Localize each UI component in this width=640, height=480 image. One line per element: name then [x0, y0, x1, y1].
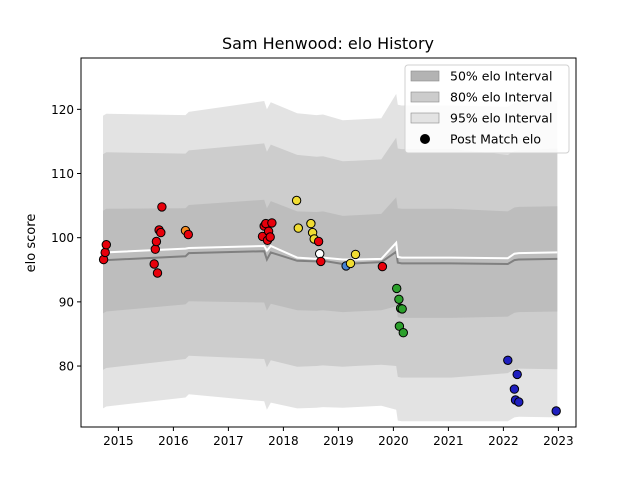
post-match-elo-point [313, 236, 324, 247]
post-match-elo-point [150, 244, 161, 254]
post-match-elo-point [398, 328, 408, 338]
post-match-elo-point [156, 227, 166, 238]
y-tick-label: 110 [51, 167, 74, 181]
x-tick-label: 2015 [103, 434, 134, 448]
x-tick-label: 2016 [158, 434, 189, 448]
post-match-elo-point [183, 229, 194, 240]
post-match-elo-point [149, 259, 159, 269]
legend-label: 80% elo Interval [450, 90, 552, 105]
post-match-elo-point [514, 397, 524, 407]
y-tick-label: 120 [51, 103, 74, 117]
y-tick-label: 80 [59, 360, 74, 374]
legend-marker [420, 134, 430, 144]
post-match-elo-point [151, 236, 162, 247]
x-tick-label: 2020 [378, 434, 409, 448]
post-match-elo-point [100, 247, 110, 258]
plot-frame [80, 57, 577, 428]
legend-box [404, 64, 570, 154]
plot-area [98, 93, 561, 422]
plot-content [98, 93, 561, 422]
legend-label: Post Match elo [450, 132, 541, 147]
legend: 50% elo Interval 80% elo Interval 95% elo … [404, 64, 570, 154]
post-match-elo-point [306, 218, 316, 229]
post-match-elo-point [101, 240, 112, 250]
legend-label: 95% elo Interval [450, 111, 552, 126]
x-tick-label: 2021 [433, 434, 464, 448]
x-tick-label: 2018 [268, 434, 299, 448]
post-match-elo-point [551, 406, 561, 416]
y-axis-label: elo score [24, 214, 39, 273]
post-match-elo-point [345, 258, 356, 269]
post-match-elo-point [316, 256, 326, 267]
post-match-elo-point [267, 218, 277, 228]
post-match-elo-point [397, 304, 407, 314]
y-tick-label: 100 [51, 231, 74, 245]
x-tick-label: 2019 [323, 434, 354, 448]
y-tick-label: 90 [59, 295, 74, 309]
post-match-elo-point [509, 384, 520, 394]
post-match-elo-point [152, 268, 163, 278]
post-match-elo-point [265, 232, 275, 242]
post-match-elo-point [503, 355, 513, 365]
post-match-elo-point [512, 369, 522, 380]
legend-swatch [410, 91, 440, 103]
chart-title: Sam Henwood: elo History [222, 34, 434, 53]
expected-elo-line [102, 240, 558, 261]
post-match-elo-point [350, 249, 361, 260]
x-tick-label: 2017 [213, 434, 244, 448]
post-match-elo-point [157, 202, 167, 212]
axes: 2015 2016 2017 2018 2019 2020 2021 2022 2023 80 90… [51, 103, 574, 448]
post-match-elo-point [315, 249, 325, 259]
legend-swatch [410, 70, 440, 82]
x-tick-label: 2022 [488, 434, 519, 448]
legend-swatch [410, 112, 440, 124]
post-match-elo-point [291, 195, 302, 206]
x-tick-label: 2023 [543, 434, 574, 448]
legend-label: 50% elo Interval [450, 69, 552, 84]
post-match-elo-point [394, 294, 404, 304]
post-match-elo-point [293, 223, 303, 233]
post-match-elo-point [377, 261, 388, 272]
post-match-elo-point [392, 283, 402, 294]
